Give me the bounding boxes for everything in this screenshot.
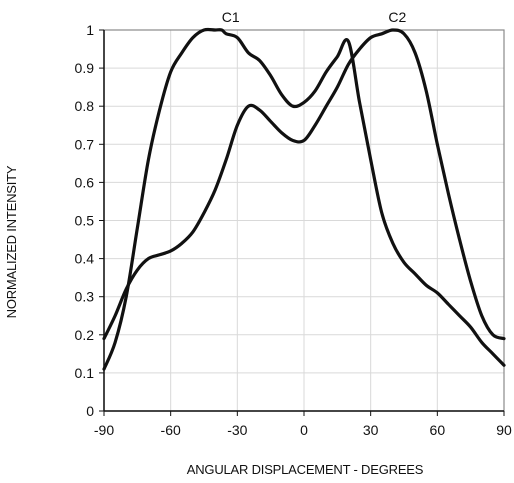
x-tick-label: 90: [496, 422, 512, 438]
y-tick-label: 0.2: [75, 327, 95, 343]
y-tick-label: 0.8: [75, 98, 95, 114]
x-tick-label: 30: [363, 422, 379, 438]
y-tick-label: 0.6: [75, 174, 95, 190]
y-tick-label: 0.1: [75, 365, 95, 381]
y-tick-label: 1: [86, 22, 94, 38]
annotations: C1 C2: [222, 9, 407, 25]
tick-labels: 0 0.1 0.2 0.3 0.4 0.5 0.6 0.7 0.8 0.9 1 -90 -60 -30 0 3…: [75, 22, 512, 438]
x-tick-label: 60: [430, 422, 446, 438]
curve-label: C1: [222, 9, 240, 25]
x-tick-label: -90: [94, 422, 114, 438]
series-line-1: [102, 27, 506, 371]
y-tick-label: 0: [86, 403, 94, 419]
x-tick-label: 0: [300, 422, 308, 438]
axes: [99, 29, 505, 416]
x-axis-title: ANGULAR DISPLACEMENT - DEGREES: [187, 462, 424, 477]
series-group: [102, 27, 506, 371]
y-tick-label: 0.5: [75, 213, 95, 229]
y-tick-label: 0.7: [75, 136, 95, 152]
grid-lines: [104, 30, 504, 411]
y-tick-label: 0.3: [75, 289, 95, 305]
curve-label: C2: [388, 9, 406, 25]
x-tick-label: -60: [161, 422, 181, 438]
series-line-2: [102, 28, 506, 341]
y-axis-title: NORMALIZED INTENSITY: [4, 165, 19, 318]
y-tick-label: 0.4: [75, 251, 95, 267]
x-tick-label: -30: [227, 422, 247, 438]
y-tick-label: 0.9: [75, 60, 95, 76]
